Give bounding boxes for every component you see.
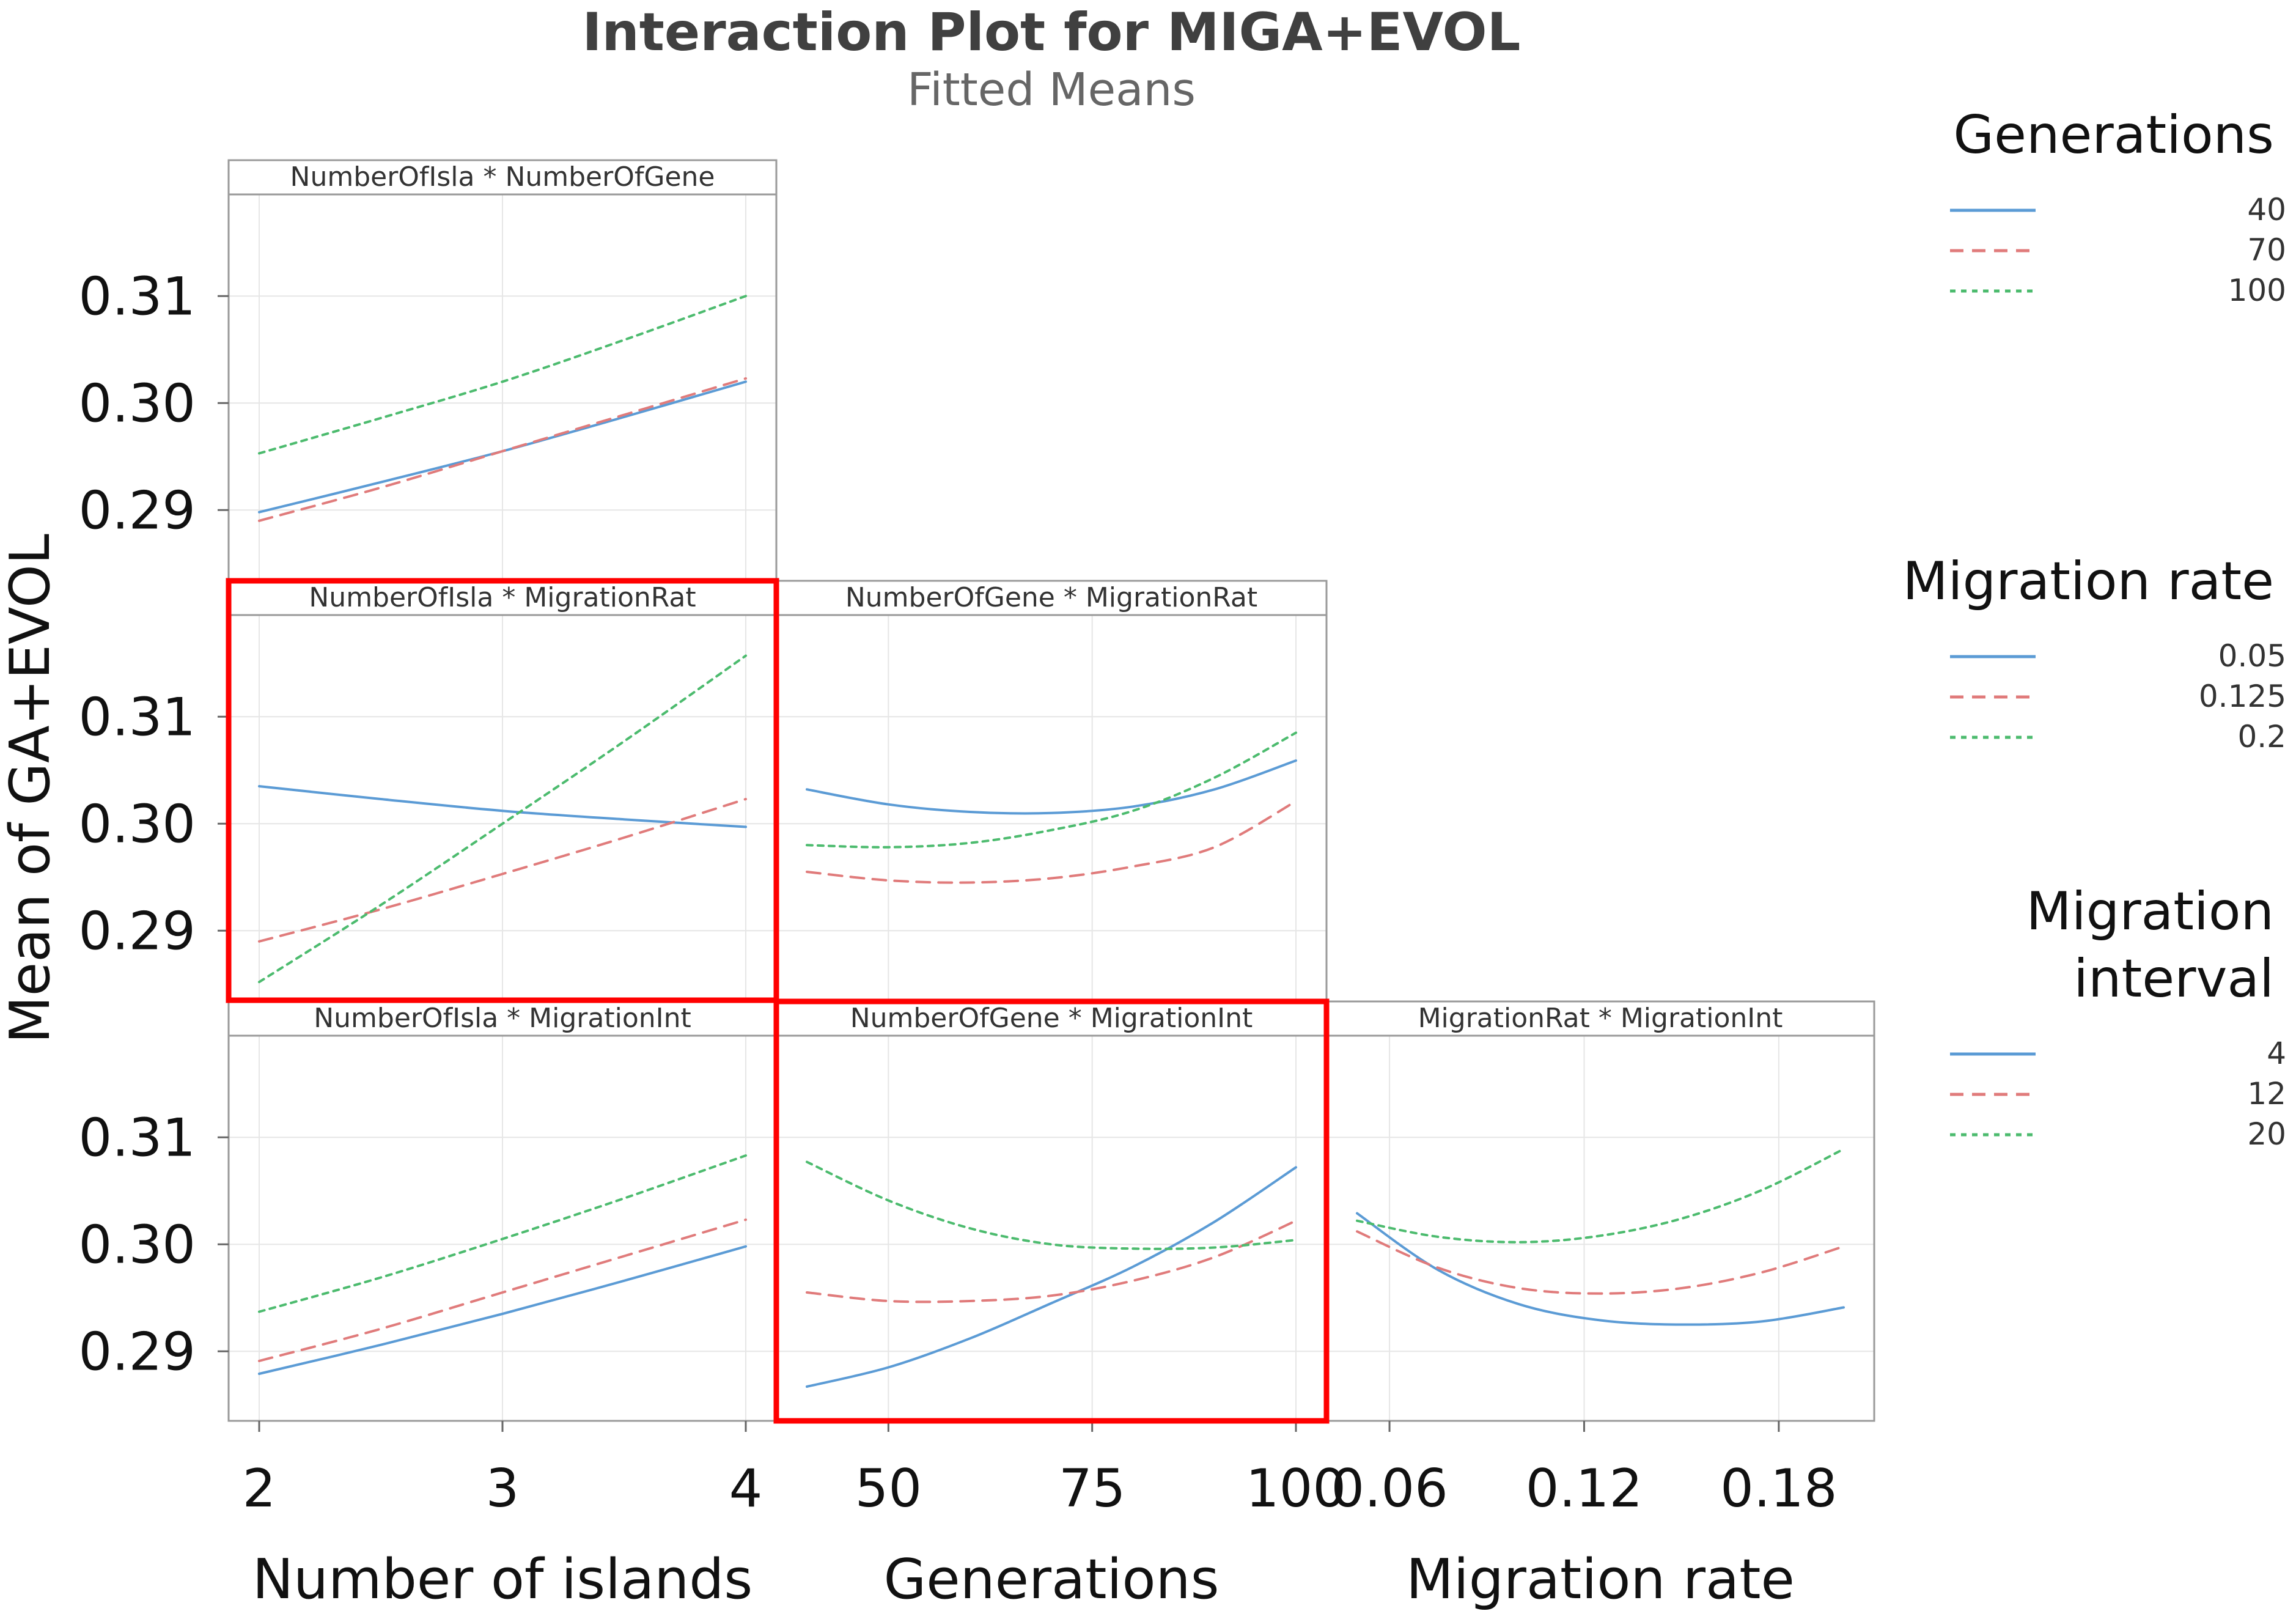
series-line-0.2 (806, 731, 1297, 849)
series-line-4 (1356, 1212, 1845, 1326)
series-line-0.2 (258, 654, 747, 984)
y-tick-label: 0.30 (79, 373, 196, 434)
x-axis-label: Number of islands (252, 1547, 753, 1612)
series-line-4 (258, 1245, 747, 1375)
strip-label: NumberOfGene * MigrationInt (850, 1003, 1253, 1034)
x-axes: 2 3 4 Number of islands 50 75 100 Generations 0.… (243, 1421, 1838, 1612)
legend-entry-label: 12 (2247, 1076, 2286, 1111)
y-tick-label: 0.31 (79, 266, 196, 327)
strip-label: NumberOfIsla * NumberOfGene (290, 161, 715, 193)
series-line-12 (1356, 1230, 1845, 1295)
legend-title: Migration rate (1902, 551, 2274, 612)
series-line-20 (806, 1160, 1297, 1250)
x-axis-label: Generations (884, 1547, 1220, 1612)
legend-entry-label: 4 (2267, 1036, 2286, 1071)
series-line-12 (806, 1219, 1297, 1303)
panel-5: NumberOfGene * MigrationInt (775, 1000, 1328, 1422)
strip-label: MigrationRat * MigrationInt (1418, 1003, 1783, 1034)
strip-label: NumberOfGene * MigrationRat (845, 582, 1257, 613)
y-tick-label: 0.29 (79, 480, 196, 541)
y-tick-label: 0.31 (79, 687, 196, 748)
legend-entry-label: 20 (2247, 1116, 2286, 1152)
series-line-4 (806, 1166, 1297, 1388)
plot-area (776, 1036, 1326, 1421)
plot-area (776, 615, 1326, 1000)
series-line-100 (258, 295, 747, 455)
series-line-0.05 (258, 785, 747, 828)
series-line-0.05 (806, 759, 1297, 815)
legend-entry-label: 100 (2228, 273, 2286, 308)
x-tick-label: 75 (1059, 1458, 1125, 1519)
chart-subtitle: Fitted Means (907, 64, 1196, 116)
legend-entry-label: 40 (2247, 192, 2286, 227)
series-line-0.125 (258, 798, 747, 943)
legend-entry-label: 70 (2247, 232, 2286, 268)
x-tick-label: 3 (486, 1458, 520, 1519)
strip-background (227, 159, 778, 196)
highlight-box (226, 578, 779, 1003)
y-tick-label: 0.31 (79, 1107, 196, 1168)
chart-title: Interaction Plot for MIGA+EVOL (583, 2, 1521, 63)
x-tick-label: 0.18 (1720, 1458, 1837, 1519)
legend-1: Generations 40 70 100 (1950, 105, 2286, 308)
y-tick-label: 0.29 (79, 901, 196, 962)
series-line-12 (258, 1218, 747, 1362)
legend-2: Migration rate 0.05 0.125 0.2 (1902, 551, 2286, 754)
panels-layer: NumberOfIsla * NumberOfGene NumberOfIsla … (227, 159, 1875, 1422)
series-line-0.125 (806, 800, 1297, 884)
x-axis-label: Migration rate (1406, 1547, 1795, 1612)
highlight-layer (226, 578, 1330, 1424)
plot-area (1326, 1036, 1874, 1421)
y-axis-label: Mean of GA+EVOL (0, 534, 62, 1044)
series-line-70 (258, 377, 747, 522)
y-tick-label: 0.30 (79, 1214, 196, 1275)
panel-1: NumberOfIsla * NumberOfGene (227, 159, 778, 581)
y-axes: 0.31 0.30 0.29 0.31 0.30 0.29 0.31 0.30 0.29 (79, 266, 229, 1382)
x-tick-label: 0.06 (1331, 1458, 1448, 1519)
strip-label: NumberOfIsla * MigrationRat (309, 582, 696, 613)
panel-4: NumberOfIsla * MigrationInt (227, 1000, 778, 1422)
legend-entry-label: 0.2 (2237, 719, 2286, 754)
legend-entry-label: 0.125 (2199, 679, 2286, 714)
panel-3: NumberOfGene * MigrationRat (775, 580, 1328, 1001)
legends: Generations 40 70 100 Migration rate 0.05 0.12… (1902, 105, 2286, 1152)
x-tick-label: 0.12 (1526, 1458, 1643, 1519)
highlight-box (773, 998, 1330, 1424)
legend-title: Generations (1953, 105, 2274, 166)
panel-2: NumberOfIsla * MigrationRat (227, 580, 778, 1001)
series-line-20 (258, 1154, 747, 1313)
legend-title: Migration (2026, 881, 2274, 942)
x-tick-label: 2 (243, 1458, 276, 1519)
panel-6: MigrationRat * MigrationInt (1325, 1000, 1875, 1422)
strip-background (1325, 1000, 1875, 1037)
y-tick-label: 0.29 (79, 1321, 196, 1382)
legend-entry-label: 0.05 (2218, 638, 2286, 674)
strip-label: NumberOfIsla * MigrationInt (314, 1003, 691, 1034)
x-tick-label: 4 (729, 1458, 763, 1519)
y-tick-label: 0.30 (79, 794, 196, 855)
legend-title: interval (2073, 948, 2274, 1009)
x-tick-label: 100 (1246, 1458, 1346, 1519)
x-tick-label: 50 (855, 1458, 922, 1519)
series-line-20 (1356, 1148, 1845, 1244)
